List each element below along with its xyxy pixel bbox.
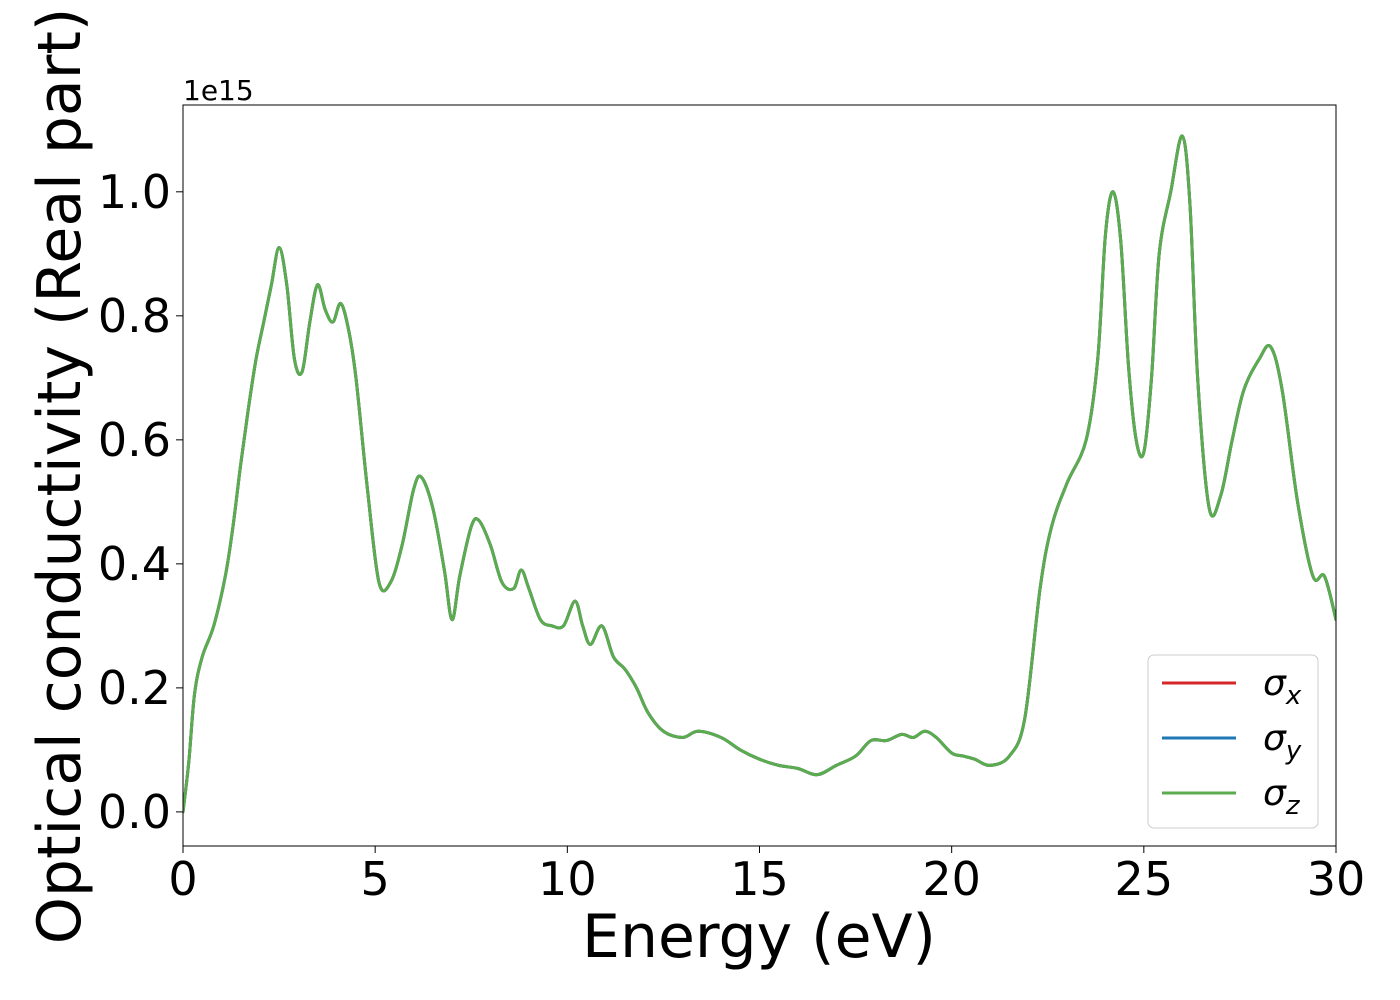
y-axis-ticks: 0.0 0.2 0.4 0.6 0.8 1.0 [98,165,183,839]
x-tick-label: 10 [538,852,597,906]
y-tick-label: 0.4 [98,537,171,591]
legend: σx σy σz [1147,654,1319,829]
series-layer [183,134,1336,814]
x-tick-label: 0 [168,852,197,906]
y-scale-offset-label: 1e15 [183,74,254,107]
x-tick-label: 15 [730,852,789,906]
x-axis-ticks: 0 5 10 15 20 25 30 [168,846,1365,906]
x-axis-label: Energy (eV) [582,902,936,972]
legend-frame [1147,654,1319,829]
legend-label: σz [1263,773,1301,821]
y-tick-label: 0.8 [98,289,171,343]
y-axis-label: Optical conductivity (Real part) [25,8,95,945]
y-tick-label: 0.0 [98,785,171,839]
y-tick-label: 0.2 [98,661,171,715]
x-tick-label: 30 [1307,852,1366,906]
x-tick-label: 25 [1115,852,1174,906]
y-tick-label: 1.0 [98,165,171,219]
series-line-z [183,134,1336,814]
x-tick-label: 5 [361,852,390,906]
legend-label: σx [1263,663,1302,711]
legend-label: σy [1263,718,1302,766]
y-tick-label: 0.6 [98,413,171,467]
x-tick-label: 20 [922,852,981,906]
